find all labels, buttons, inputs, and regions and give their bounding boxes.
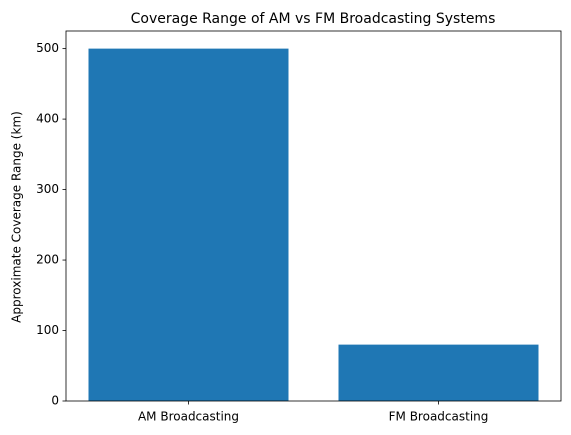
y-tick-label: 400 xyxy=(36,112,59,126)
chart-title: Coverage Range of AM vs FM Broadcasting … xyxy=(131,11,496,27)
x-tick-label: FM Broadcasting xyxy=(389,410,489,424)
y-tick-label: 100 xyxy=(36,323,59,337)
x-tick-label: AM Broadcasting xyxy=(138,410,239,424)
y-tick-label: 300 xyxy=(36,182,59,196)
y-tick-label: 200 xyxy=(36,253,59,267)
plot-frame xyxy=(65,30,562,402)
y-axis-label: Approximate Coverage Range (km) xyxy=(10,111,24,323)
bar xyxy=(88,48,289,401)
y-tick-label: 500 xyxy=(36,41,59,55)
y-tick-label: 0 xyxy=(51,394,59,408)
bar xyxy=(338,344,539,401)
